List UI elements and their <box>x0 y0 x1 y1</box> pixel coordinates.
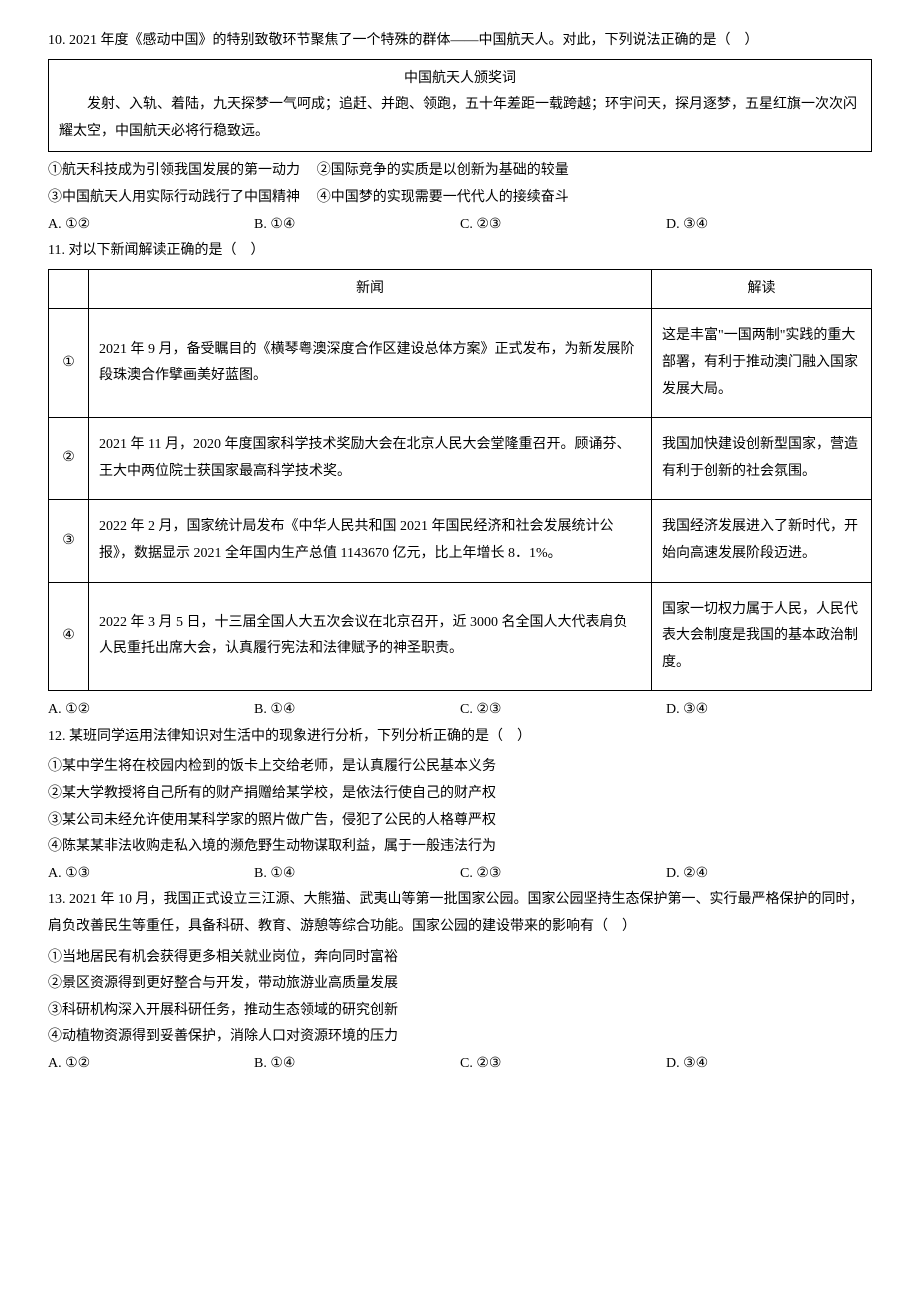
row4-idx: ④ <box>49 582 89 691</box>
q12-option-b[interactable]: B. ①④ <box>254 861 460 888</box>
row3-news: 2022 年 2 月，国家统计局发布《中华人民共和国 2021 年国民经济和社会… <box>89 500 652 582</box>
q11-option-b[interactable]: B. ①④ <box>254 697 460 724</box>
q10-option-a[interactable]: A. ①② <box>48 212 254 239</box>
q10-option-b[interactable]: B. ①④ <box>254 212 460 239</box>
row3-idx: ③ <box>49 500 89 582</box>
row2-idx: ② <box>49 418 89 500</box>
q12-option-a[interactable]: A. ①③ <box>48 861 254 888</box>
q13-option-d[interactable]: D. ③④ <box>666 1051 872 1078</box>
table-header-row: 新闻 解读 <box>49 269 872 309</box>
row2-interp: 我国加快建设创新型国家，营造有利于创新的社会氛围。 <box>652 418 872 500</box>
q12-option-d[interactable]: D. ②④ <box>666 861 872 888</box>
q10-options: A. ①② B. ①④ C. ②③ D. ③④ <box>48 212 872 239</box>
row1-interp: 这是丰富"一国两制"实践的重大部署，有利于推动澳门融入国家发展大局。 <box>652 309 872 418</box>
question-11: 11. 对以下新闻解读正确的是（ ） 新闻 解读 ① 2021 年 9 月，备受… <box>48 238 872 724</box>
q13-statements: ①当地居民有机会获得更多相关就业岗位，奔向同时富裕 ②景区资源得到更好整合与开发… <box>48 945 872 1051</box>
q13-statement-4: ④动植物资源得到妥善保护，消除人口对资源环境的压力 <box>48 1024 872 1051</box>
q10-statement-3: ③中国航天人用实际行动践行了中国精神 <box>48 190 300 205</box>
row4-interp: 国家一切权力属于人民，人民代表大会制度是我国的基本政治制度。 <box>652 582 872 691</box>
table-row: ② 2021 年 11 月，2020 年度国家科学技术奖励大会在北京人民大会堂隆… <box>49 418 872 500</box>
q10-option-d[interactable]: D. ③④ <box>666 212 872 239</box>
q10-option-c[interactable]: C. ②③ <box>460 212 666 239</box>
q12-statement-1: ①某中学生将在校园内检到的饭卡上交给老师，是认真履行公民基本义务 <box>48 754 872 781</box>
question-10: 10. 2021 年度《感动中国》的特别致敬环节聚焦了一个特殊的群体——中国航天… <box>48 28 872 238</box>
col-blank <box>49 269 89 309</box>
q13-option-a[interactable]: A. ①② <box>48 1051 254 1078</box>
row1-news: 2021 年 9 月，备受瞩目的《横琴粤澳深度合作区建设总体方案》正式发布，为新… <box>89 309 652 418</box>
q13-stem: 13. 2021 年 10 月，我国正式设立三江源、大熊猫、武夷山等第一批国家公… <box>48 887 872 940</box>
q10-line1: ①航天科技成为引领我国发展的第一动力 ②国际竞争的实质是以创新为基础的较量 <box>48 158 872 185</box>
table-row: ③ 2022 年 2 月，国家统计局发布《中华人民共和国 2021 年国民经济和… <box>49 500 872 582</box>
q10-line2: ③中国航天人用实际行动践行了中国精神 ④中国梦的实现需要一代代人的接续奋斗 <box>48 185 872 212</box>
q13-statement-2: ②景区资源得到更好整合与开发，带动旅游业高质量发展 <box>48 971 872 998</box>
row1-idx: ① <box>49 309 89 418</box>
q13-option-c[interactable]: C. ②③ <box>460 1051 666 1078</box>
q12-statement-3: ③某公司未经允许使用某科学家的照片做广告，侵犯了公民的人格尊严权 <box>48 808 872 835</box>
q11-option-d[interactable]: D. ③④ <box>666 697 872 724</box>
q12-statement-4: ④陈某某非法收购走私入境的濒危野生动物谋取利益，属于一般违法行为 <box>48 834 872 861</box>
q12-options: A. ①③ B. ①④ C. ②③ D. ②④ <box>48 861 872 888</box>
q12-option-c[interactable]: C. ②③ <box>460 861 666 888</box>
question-13: 13. 2021 年 10 月，我国正式设立三江源、大熊猫、武夷山等第一批国家公… <box>48 887 872 1077</box>
col-news: 新闻 <box>89 269 652 309</box>
q10-box-title: 中国航天人颁奖词 <box>59 66 861 93</box>
q13-statement-3: ③科研机构深入开展科研任务，推动生态领域的研究创新 <box>48 998 872 1025</box>
row4-news: 2022 年 3 月 5 日，十三届全国人大五次会议在北京召开，近 3000 名… <box>89 582 652 691</box>
q10-statements: ①航天科技成为引领我国发展的第一动力 ②国际竞争的实质是以创新为基础的较量 ③中国… <box>48 158 872 211</box>
q10-statement-1: ①航天科技成为引领我国发展的第一动力 <box>48 163 300 178</box>
q11-option-a[interactable]: A. ①② <box>48 697 254 724</box>
q11-options: A. ①② B. ①④ C. ②③ D. ③④ <box>48 697 872 724</box>
q11-option-c[interactable]: C. ②③ <box>460 697 666 724</box>
q12-statement-2: ②某大学教授将自己所有的财产捐赠给某学校，是依法行使自己的财产权 <box>48 781 872 808</box>
q11-news-table: 新闻 解读 ① 2021 年 9 月，备受瞩目的《横琴粤澳深度合作区建设总体方案… <box>48 269 872 692</box>
q13-statement-1: ①当地居民有机会获得更多相关就业岗位，奔向同时富裕 <box>48 945 872 972</box>
table-row: ① 2021 年 9 月，备受瞩目的《横琴粤澳深度合作区建设总体方案》正式发布，… <box>49 309 872 418</box>
row2-news: 2021 年 11 月，2020 年度国家科学技术奖励大会在北京人民大会堂隆重召… <box>89 418 652 500</box>
q13-option-b[interactable]: B. ①④ <box>254 1051 460 1078</box>
q10-stem: 10. 2021 年度《感动中国》的特别致敬环节聚焦了一个特殊的群体——中国航天… <box>48 28 872 55</box>
q13-options: A. ①② B. ①④ C. ②③ D. ③④ <box>48 1051 872 1078</box>
q12-statements: ①某中学生将在校园内检到的饭卡上交给老师，是认真履行公民基本义务 ②某大学教授将… <box>48 754 872 860</box>
col-interp: 解读 <box>652 269 872 309</box>
q10-statement-2: ②国际竞争的实质是以创新为基础的较量 <box>317 163 569 178</box>
q10-award-box: 中国航天人颁奖词 发射、入轨、着陆，九天探梦一气呵成；追赶、并跑、领跑，五十年差… <box>48 59 872 153</box>
q12-stem: 12. 某班同学运用法律知识对生活中的现象进行分析，下列分析正确的是（ ） <box>48 724 872 751</box>
q10-box-body: 发射、入轨、着陆，九天探梦一气呵成；追赶、并跑、领跑，五十年差距一载跨越；环宇问… <box>59 92 861 145</box>
q11-stem: 11. 对以下新闻解读正确的是（ ） <box>48 238 872 265</box>
row3-interp: 我国经济发展进入了新时代，开始向高速发展阶段迈进。 <box>652 500 872 582</box>
table-row: ④ 2022 年 3 月 5 日，十三届全国人大五次会议在北京召开，近 3000… <box>49 582 872 691</box>
question-12: 12. 某班同学运用法律知识对生活中的现象进行分析，下列分析正确的是（ ） ①某… <box>48 724 872 888</box>
q10-statement-4: ④中国梦的实现需要一代代人的接续奋斗 <box>317 190 569 205</box>
